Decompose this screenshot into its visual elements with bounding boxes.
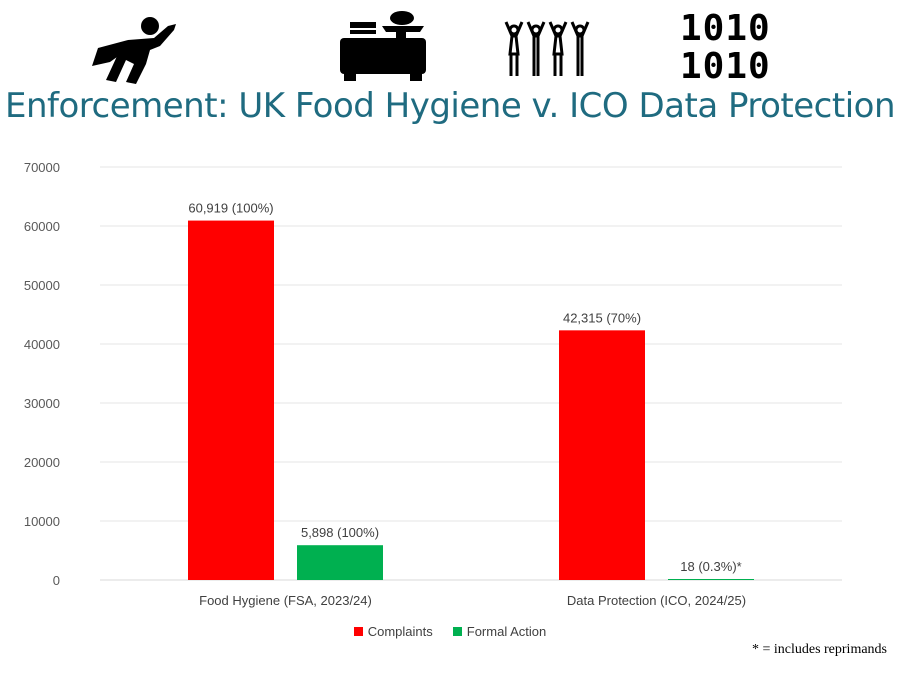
legend-swatch-formal-action <box>452 627 462 636</box>
people-cheering-icon <box>504 21 590 76</box>
bar-complaints <box>559 330 645 580</box>
y-tick-label: 10000 <box>24 514 60 529</box>
data-label: 60,919 (100%) <box>188 201 273 216</box>
chart-legend: Complaints Formal Action <box>0 624 900 639</box>
y-tick-label: 20000 <box>24 455 60 470</box>
bar-formal-action <box>668 579 754 580</box>
y-tick-label: 30000 <box>24 396 60 411</box>
bar-complaints <box>188 220 274 580</box>
legend-item-formal-action: Formal Action <box>452 624 547 639</box>
legend-swatch-complaints <box>353 627 363 636</box>
chart-title: Enforcement: UK Food Hygiene v. ICO Data… <box>5 86 896 126</box>
x-tick-label: Food Hygiene (FSA, 2023/24) <box>199 593 372 608</box>
data-label: 42,315 (70%) <box>563 310 641 325</box>
footnote: * = includes reprimands <box>751 642 887 657</box>
y-tick-label: 50000 <box>24 278 60 293</box>
y-tick-label: 40000 <box>24 337 60 352</box>
y-tick-label: 60000 <box>24 219 60 234</box>
food-scale-icon <box>340 11 426 81</box>
binary-line-2: 1010 <box>680 46 771 87</box>
x-tick-label: Data Protection (ICO, 2024/25) <box>567 593 746 608</box>
y-tick-label: 0 <box>53 573 60 588</box>
bar-formal-action <box>297 545 383 580</box>
binary-line-1: 1010 <box>680 8 771 49</box>
legend-label-formal-action: Formal Action <box>466 624 547 639</box>
legend-label-complaints: Complaints <box>367 624 433 639</box>
superhero-icon <box>92 17 176 84</box>
data-label: 5,898 (100%) <box>301 525 379 540</box>
legend-item-complaints: Complaints <box>353 624 433 639</box>
data-label: 18 (0.3%)* <box>680 559 741 574</box>
binary-data-icon: 1010 1010 <box>680 10 771 86</box>
bar-chart: 0 10000 20000 30000 40000 50000 60000 70000 60,9… <box>24 160 842 608</box>
y-tick-label: 70000 <box>24 160 60 175</box>
